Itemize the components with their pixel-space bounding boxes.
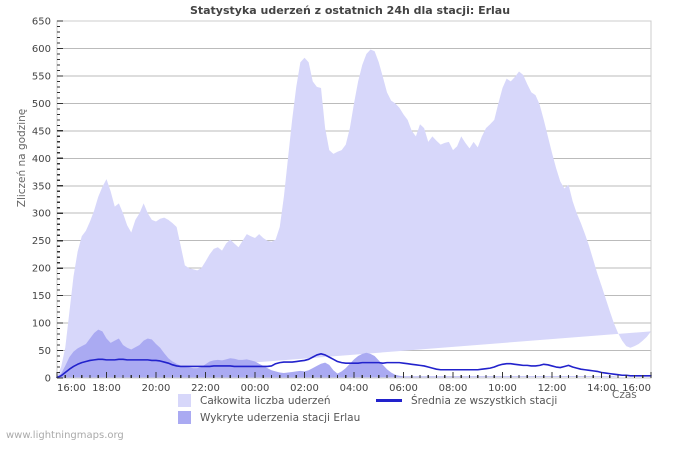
y-axis-tick-label: 600 (32, 44, 51, 55)
plot-area: 0 50 100 150 200 250 300 350 400 450 500 550 600 650 1… (32, 17, 652, 394)
series-line-average (56, 353, 652, 379)
legend-item-average: Średnia ze wszystkich stacji (376, 395, 557, 407)
y-axis-tick-label: 0 (45, 374, 51, 385)
legend-swatch-total-icon (178, 394, 191, 407)
x-axis-tick-label: 14:00 (587, 383, 616, 394)
legend-label-average: Średnia ze wszystkich stacji (411, 394, 558, 407)
footer-attribution: www.lightningmaps.org (6, 430, 124, 441)
x-axis-tick-label: 16:00 (57, 383, 86, 394)
y-axis-tick-label: 150 (32, 291, 51, 302)
y-axis-tick-label: 500 (32, 99, 51, 110)
y-axis-tick-label: 400 (32, 154, 51, 165)
legend-swatch-station-icon (178, 411, 191, 424)
x-axis-tick-label: 02:00 (290, 383, 319, 394)
x-axis-tick-label: 18:00 (92, 383, 121, 394)
legend-label-station: Wykryte uderzenia stacji Erlau (200, 411, 361, 424)
chart-legend: Całkowita liczba uderzeń Średnia ze wszy… (178, 392, 648, 426)
y-axis-tick-label: 100 (32, 319, 51, 330)
x-axis-tick-label: 10:00 (488, 383, 517, 394)
y-axis-tick-label: 650 (32, 17, 51, 28)
y-axis-tick-label: 200 (32, 264, 51, 275)
page-title: Statystyka uderzeń z ostatnich 24h dla s… (189, 4, 511, 17)
y-axis-tick-label: 250 (32, 236, 51, 247)
legend-label-total: Całkowita liczba uderzeń (200, 394, 331, 407)
x-axis-tick-label: 04:00 (340, 383, 369, 394)
y-axis-tick-label: 450 (32, 126, 51, 137)
legend-item-total: Całkowita liczba uderzeń (178, 394, 376, 407)
x-axis-tick-label: 08:00 (439, 383, 468, 394)
x-axis-tick-label: 20:00 (142, 383, 171, 394)
y-axis-tick-label: 550 (32, 71, 51, 82)
x-axis-tick-label: 06:00 (389, 383, 418, 394)
x-axis-tick-label: 12:00 (538, 383, 567, 394)
legend-row-2: Wykryte uderzenia stacji Erlau (178, 409, 648, 426)
y-axis-tick-label: 350 (32, 181, 51, 192)
y-axis-tick-label: 50 (38, 346, 51, 357)
legend-item-station: Wykryte uderzenia stacji Erlau (178, 411, 376, 424)
series-area-total (57, 49, 651, 379)
x-axis-tick-label: 16:00 (622, 383, 651, 394)
x-axis-tick-label: 22:00 (191, 383, 220, 394)
legend-row-1: Całkowita liczba uderzeń Średnia ze wszy… (178, 392, 648, 409)
y-axis-tick-label: 300 (32, 209, 51, 220)
x-axis-label: Czas (612, 389, 637, 401)
x-axis-tick-label: 00:00 (241, 383, 270, 394)
legend-swatch-average-icon (376, 399, 402, 402)
